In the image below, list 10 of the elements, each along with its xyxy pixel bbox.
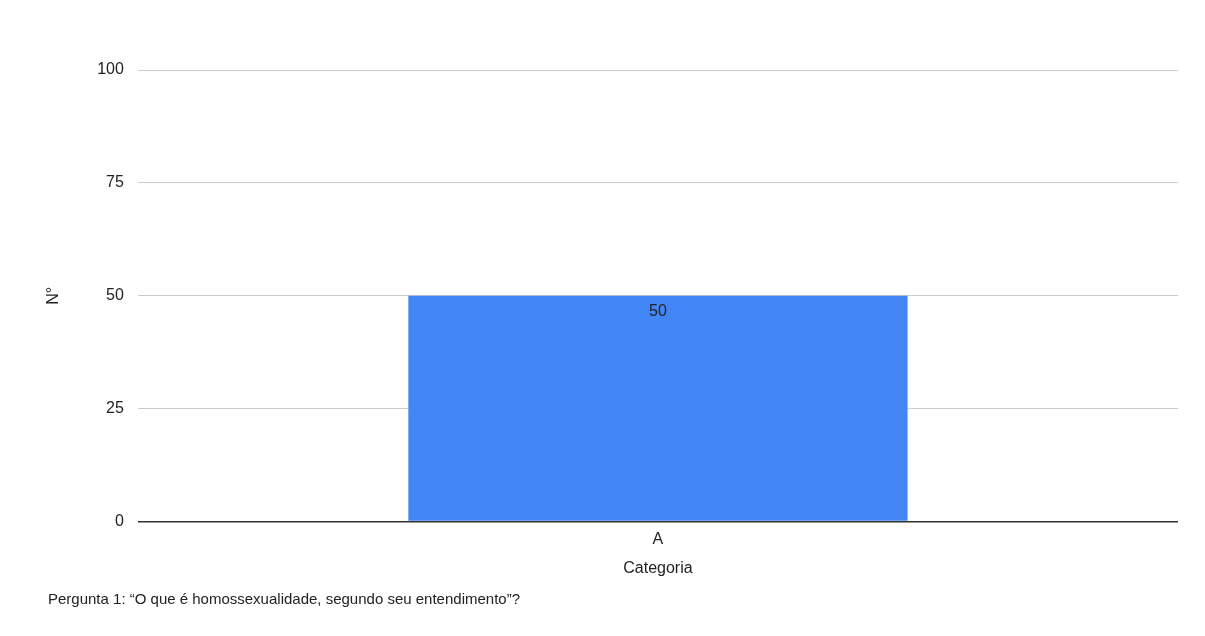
y-tick-label: 0 (114, 512, 124, 530)
y-tick-label: 100 (97, 60, 124, 78)
x-tick-label: A (652, 529, 664, 547)
y-tick-label: 75 (106, 173, 124, 191)
x-axis-title: Categoria (623, 558, 693, 576)
text: Pergunta 1: “O que é homossexualidade, segundo seu entendimento”? (48, 590, 520, 607)
y-tick-label: 25 (106, 399, 124, 417)
data-label: 50 (649, 302, 667, 320)
y-axis-title: N° (44, 286, 62, 305)
y-tick-label: 50 (106, 286, 124, 304)
